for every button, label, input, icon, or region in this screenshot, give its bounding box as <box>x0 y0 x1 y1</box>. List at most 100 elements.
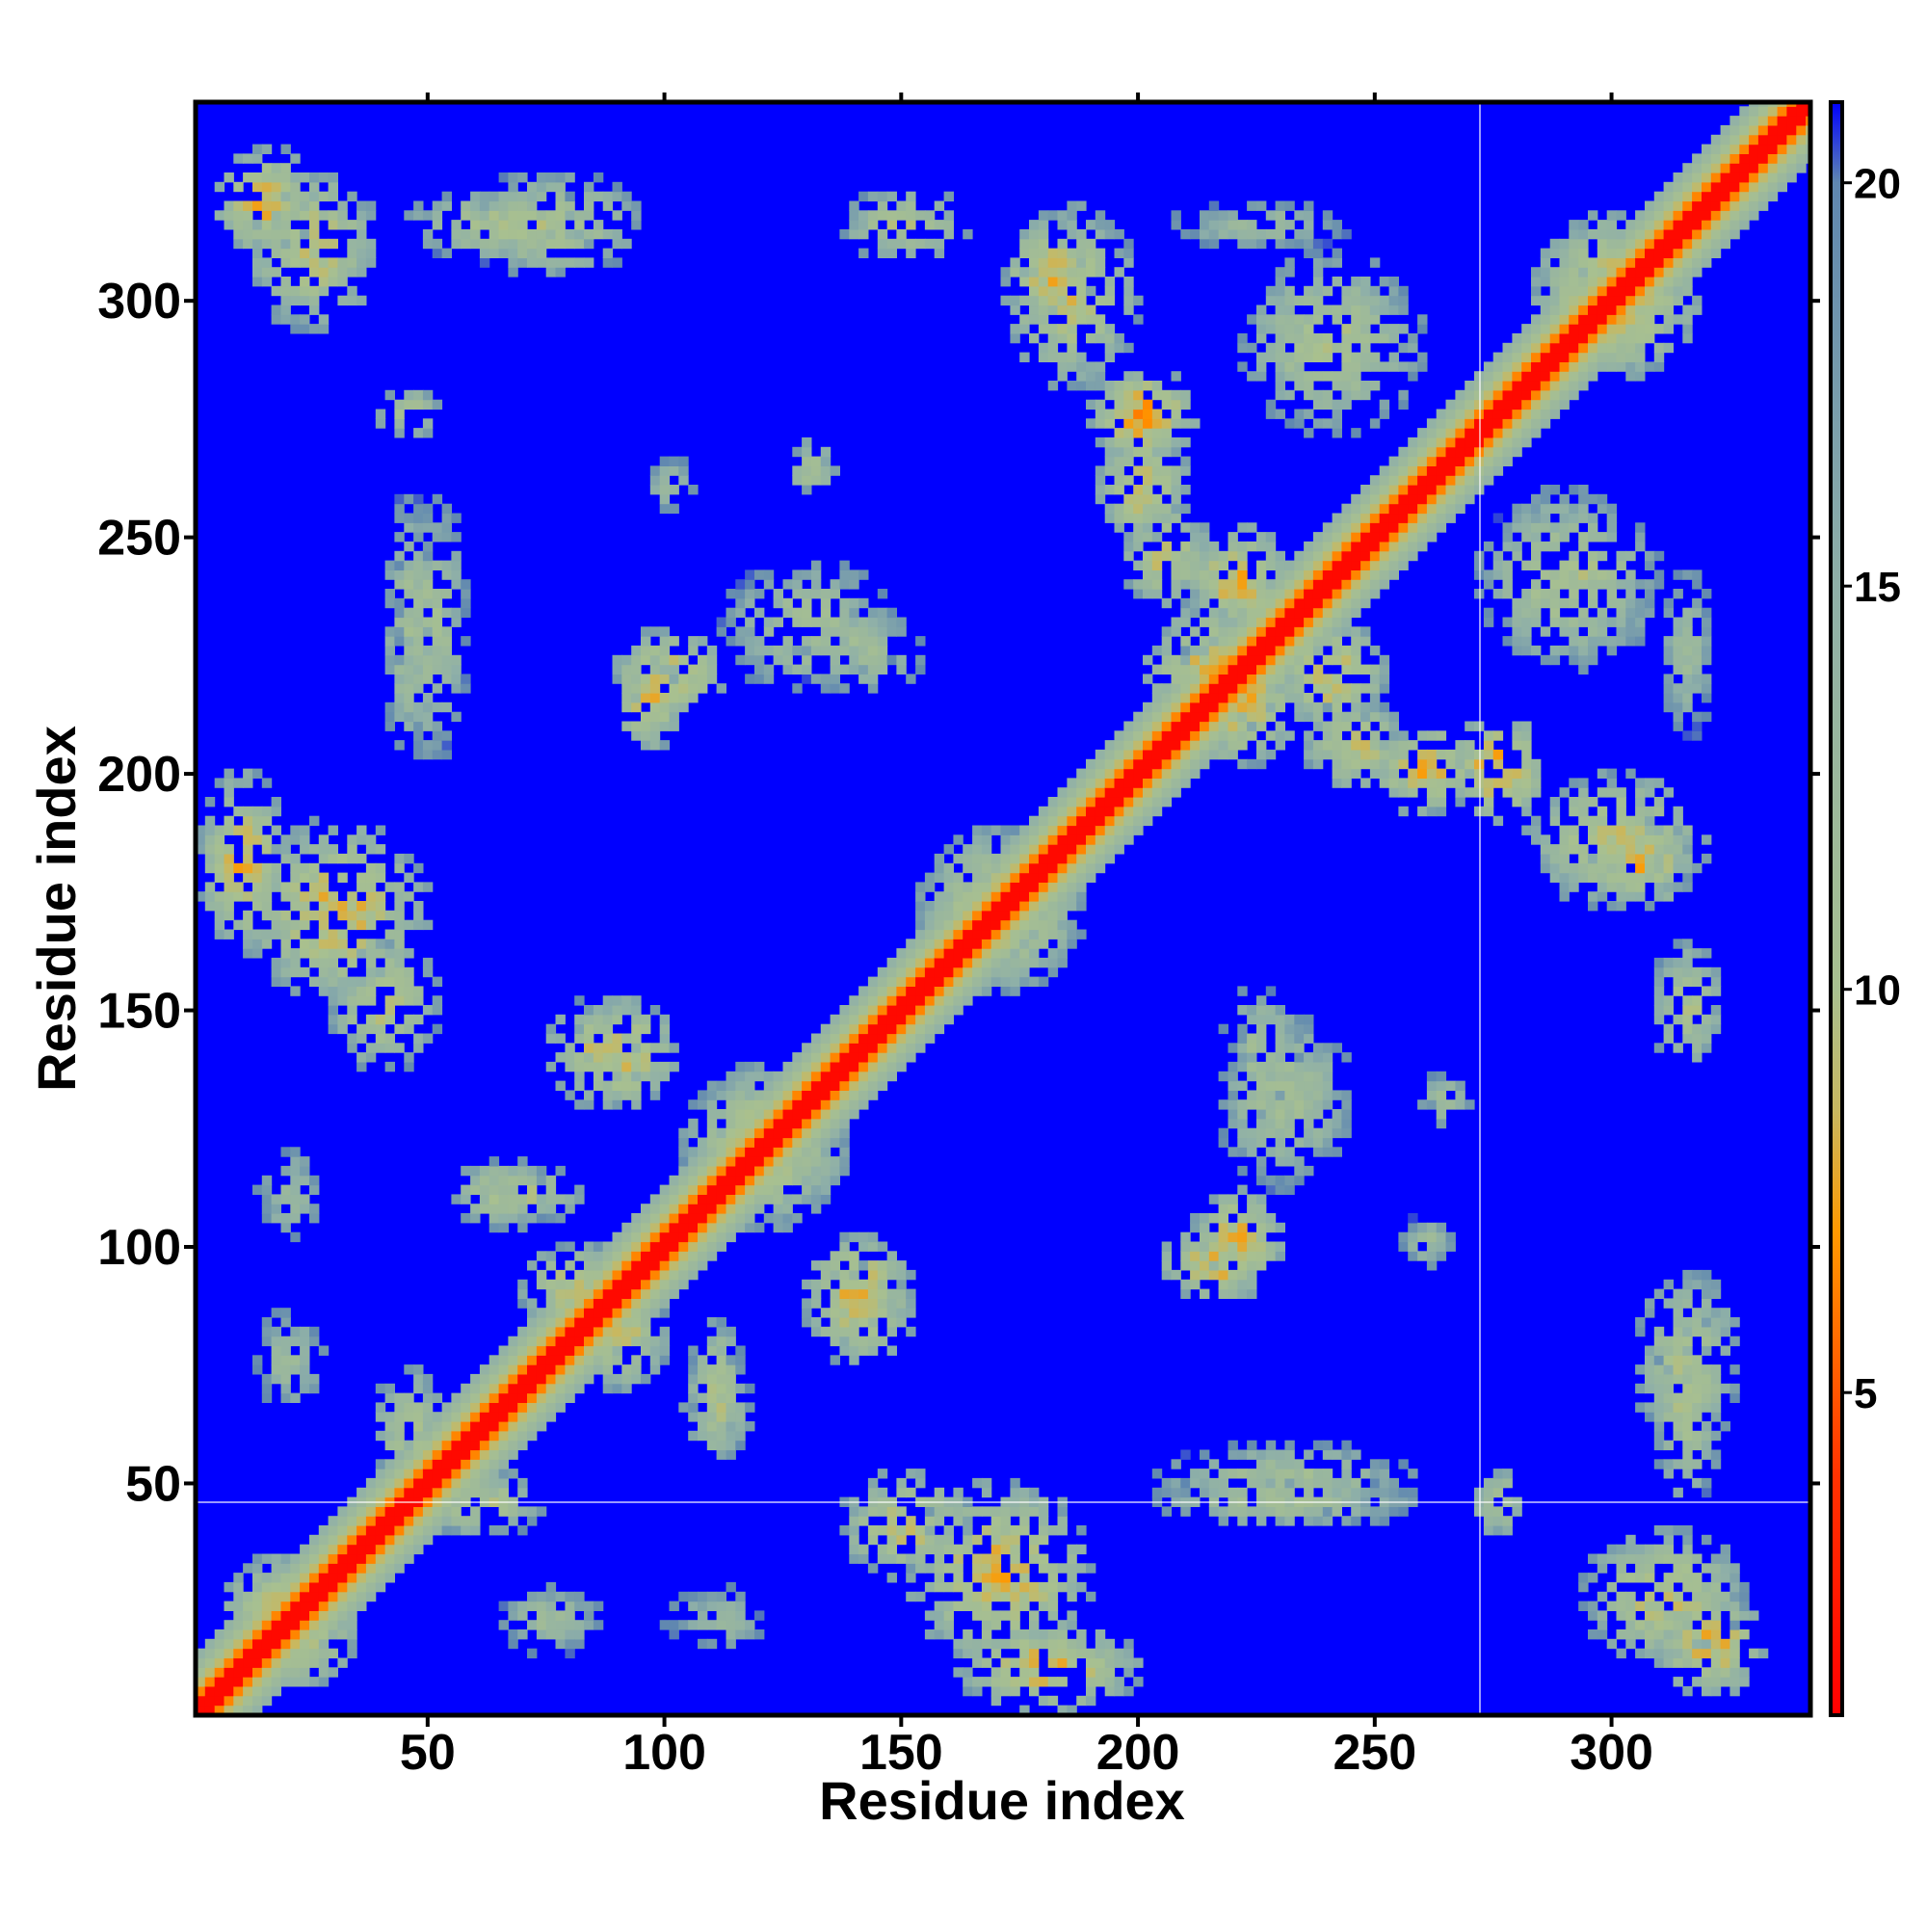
heatmap-cell <box>688 1118 699 1129</box>
heatmap-cell <box>328 1629 338 1640</box>
heatmap-cell <box>555 220 566 230</box>
heatmap-cell <box>1123 1638 1134 1650</box>
heatmap-cell <box>1218 1487 1228 1498</box>
heatmap-cell <box>659 674 671 684</box>
heatmap-cell <box>802 1061 812 1072</box>
heatmap-cell <box>773 617 783 627</box>
heatmap-cell <box>498 1392 509 1403</box>
heatmap-cell <box>422 740 434 751</box>
heatmap-cell <box>565 1336 575 1347</box>
heatmap-cell <box>1304 550 1314 562</box>
heatmap-cell <box>1171 787 1181 798</box>
heatmap-cell <box>1369 550 1381 562</box>
heatmap-cell <box>309 1601 320 1611</box>
heatmap-cell <box>204 853 216 864</box>
heatmap-cell <box>934 995 945 1006</box>
heatmap-cell <box>820 1052 832 1063</box>
heatmap-cell <box>461 1184 471 1195</box>
heatmap-cell <box>754 1137 765 1148</box>
heatmap-cell <box>1256 626 1267 637</box>
heatmap-cell <box>1171 1487 1181 1498</box>
heatmap-cell <box>584 1364 594 1375</box>
heatmap-cell <box>1019 277 1030 287</box>
heatmap-cell <box>735 1156 746 1167</box>
heatmap-cell <box>252 267 263 278</box>
heatmap-cell <box>508 248 518 258</box>
heatmap-cell <box>963 986 973 996</box>
heatmap-cell <box>1114 825 1124 835</box>
heatmap-cell <box>328 1534 338 1546</box>
heatmap-cell <box>773 1165 783 1177</box>
heatmap-cell <box>1351 693 1361 703</box>
heatmap-cell <box>934 1620 945 1630</box>
heatmap-cell <box>849 607 859 619</box>
heatmap-cell <box>1312 1477 1324 1489</box>
heatmap-cell <box>517 172 528 183</box>
heatmap-cell <box>820 1090 832 1100</box>
heatmap-cell <box>1256 1260 1267 1271</box>
heatmap-cell <box>280 1345 291 1356</box>
heatmap-cell <box>849 579 859 590</box>
heatmap-cell <box>1332 569 1342 580</box>
heatmap-cell <box>934 929 945 940</box>
heatmap-cell <box>413 701 424 713</box>
heatmap-cell <box>300 1620 310 1630</box>
heatmap-cell <box>963 929 973 940</box>
heatmap-cell <box>1029 834 1040 845</box>
heatmap-cell <box>641 1260 651 1271</box>
heatmap-cell <box>1351 381 1361 391</box>
heatmap-cell <box>953 1638 964 1650</box>
heatmap-cell <box>1143 503 1153 515</box>
heatmap-cell <box>1247 664 1257 675</box>
heatmap-cell <box>498 1194 509 1204</box>
heatmap-cell <box>1265 314 1277 325</box>
heatmap-cell <box>1332 1147 1342 1157</box>
heatmap-cell <box>698 1260 708 1271</box>
heatmap-cell <box>441 513 452 523</box>
heatmap-cell <box>498 1620 509 1630</box>
heatmap-cell <box>820 1175 832 1186</box>
heatmap-cell <box>1322 238 1333 250</box>
heatmap-cell <box>754 1156 765 1167</box>
heatmap-cell <box>300 919 310 931</box>
heatmap-cell <box>1275 352 1285 362</box>
heatmap-cell <box>1038 957 1049 968</box>
heatmap-cell <box>716 1137 726 1148</box>
heatmap-cell <box>688 1591 699 1602</box>
heatmap-cell <box>981 919 992 931</box>
heatmap-cell <box>612 1326 622 1337</box>
heatmap-cell <box>252 1610 263 1621</box>
heatmap-cell <box>1256 1023 1267 1035</box>
heatmap-cell <box>1076 361 1087 372</box>
heatmap-cell <box>726 1430 736 1442</box>
heatmap-cell <box>1218 654 1228 666</box>
heatmap-cell <box>802 456 812 466</box>
heatmap-cell <box>1200 210 1210 221</box>
heatmap-cell <box>745 597 755 609</box>
heatmap-cell <box>820 597 832 609</box>
heatmap-cell <box>1304 1506 1314 1517</box>
heatmap-cell <box>1133 418 1144 429</box>
heatmap-cell <box>280 844 291 855</box>
heatmap-cell <box>1304 1109 1314 1120</box>
heatmap-cell <box>328 220 338 230</box>
heatmap-cell <box>1294 228 1305 240</box>
heatmap-cell <box>545 257 557 268</box>
heatmap-cell <box>1200 560 1210 570</box>
heatmap-cell <box>963 862 973 874</box>
heatmap-cell <box>432 1469 443 1479</box>
heatmap-cell <box>1237 220 1248 230</box>
heatmap-cell <box>1360 1487 1371 1498</box>
heatmap-cell <box>536 191 547 202</box>
heatmap-cell <box>726 1412 736 1422</box>
heatmap-cell <box>1133 730 1144 741</box>
heatmap-cell <box>1095 228 1106 240</box>
heatmap-cell <box>328 986 338 996</box>
heatmap-cell <box>243 910 253 921</box>
heatmap-cell <box>300 1383 310 1394</box>
heatmap-cell <box>1010 1506 1020 1517</box>
heatmap-cell <box>906 1516 916 1526</box>
heatmap-cell <box>413 919 424 931</box>
heatmap-cell <box>498 1412 509 1422</box>
heatmap-cell <box>394 1459 405 1469</box>
